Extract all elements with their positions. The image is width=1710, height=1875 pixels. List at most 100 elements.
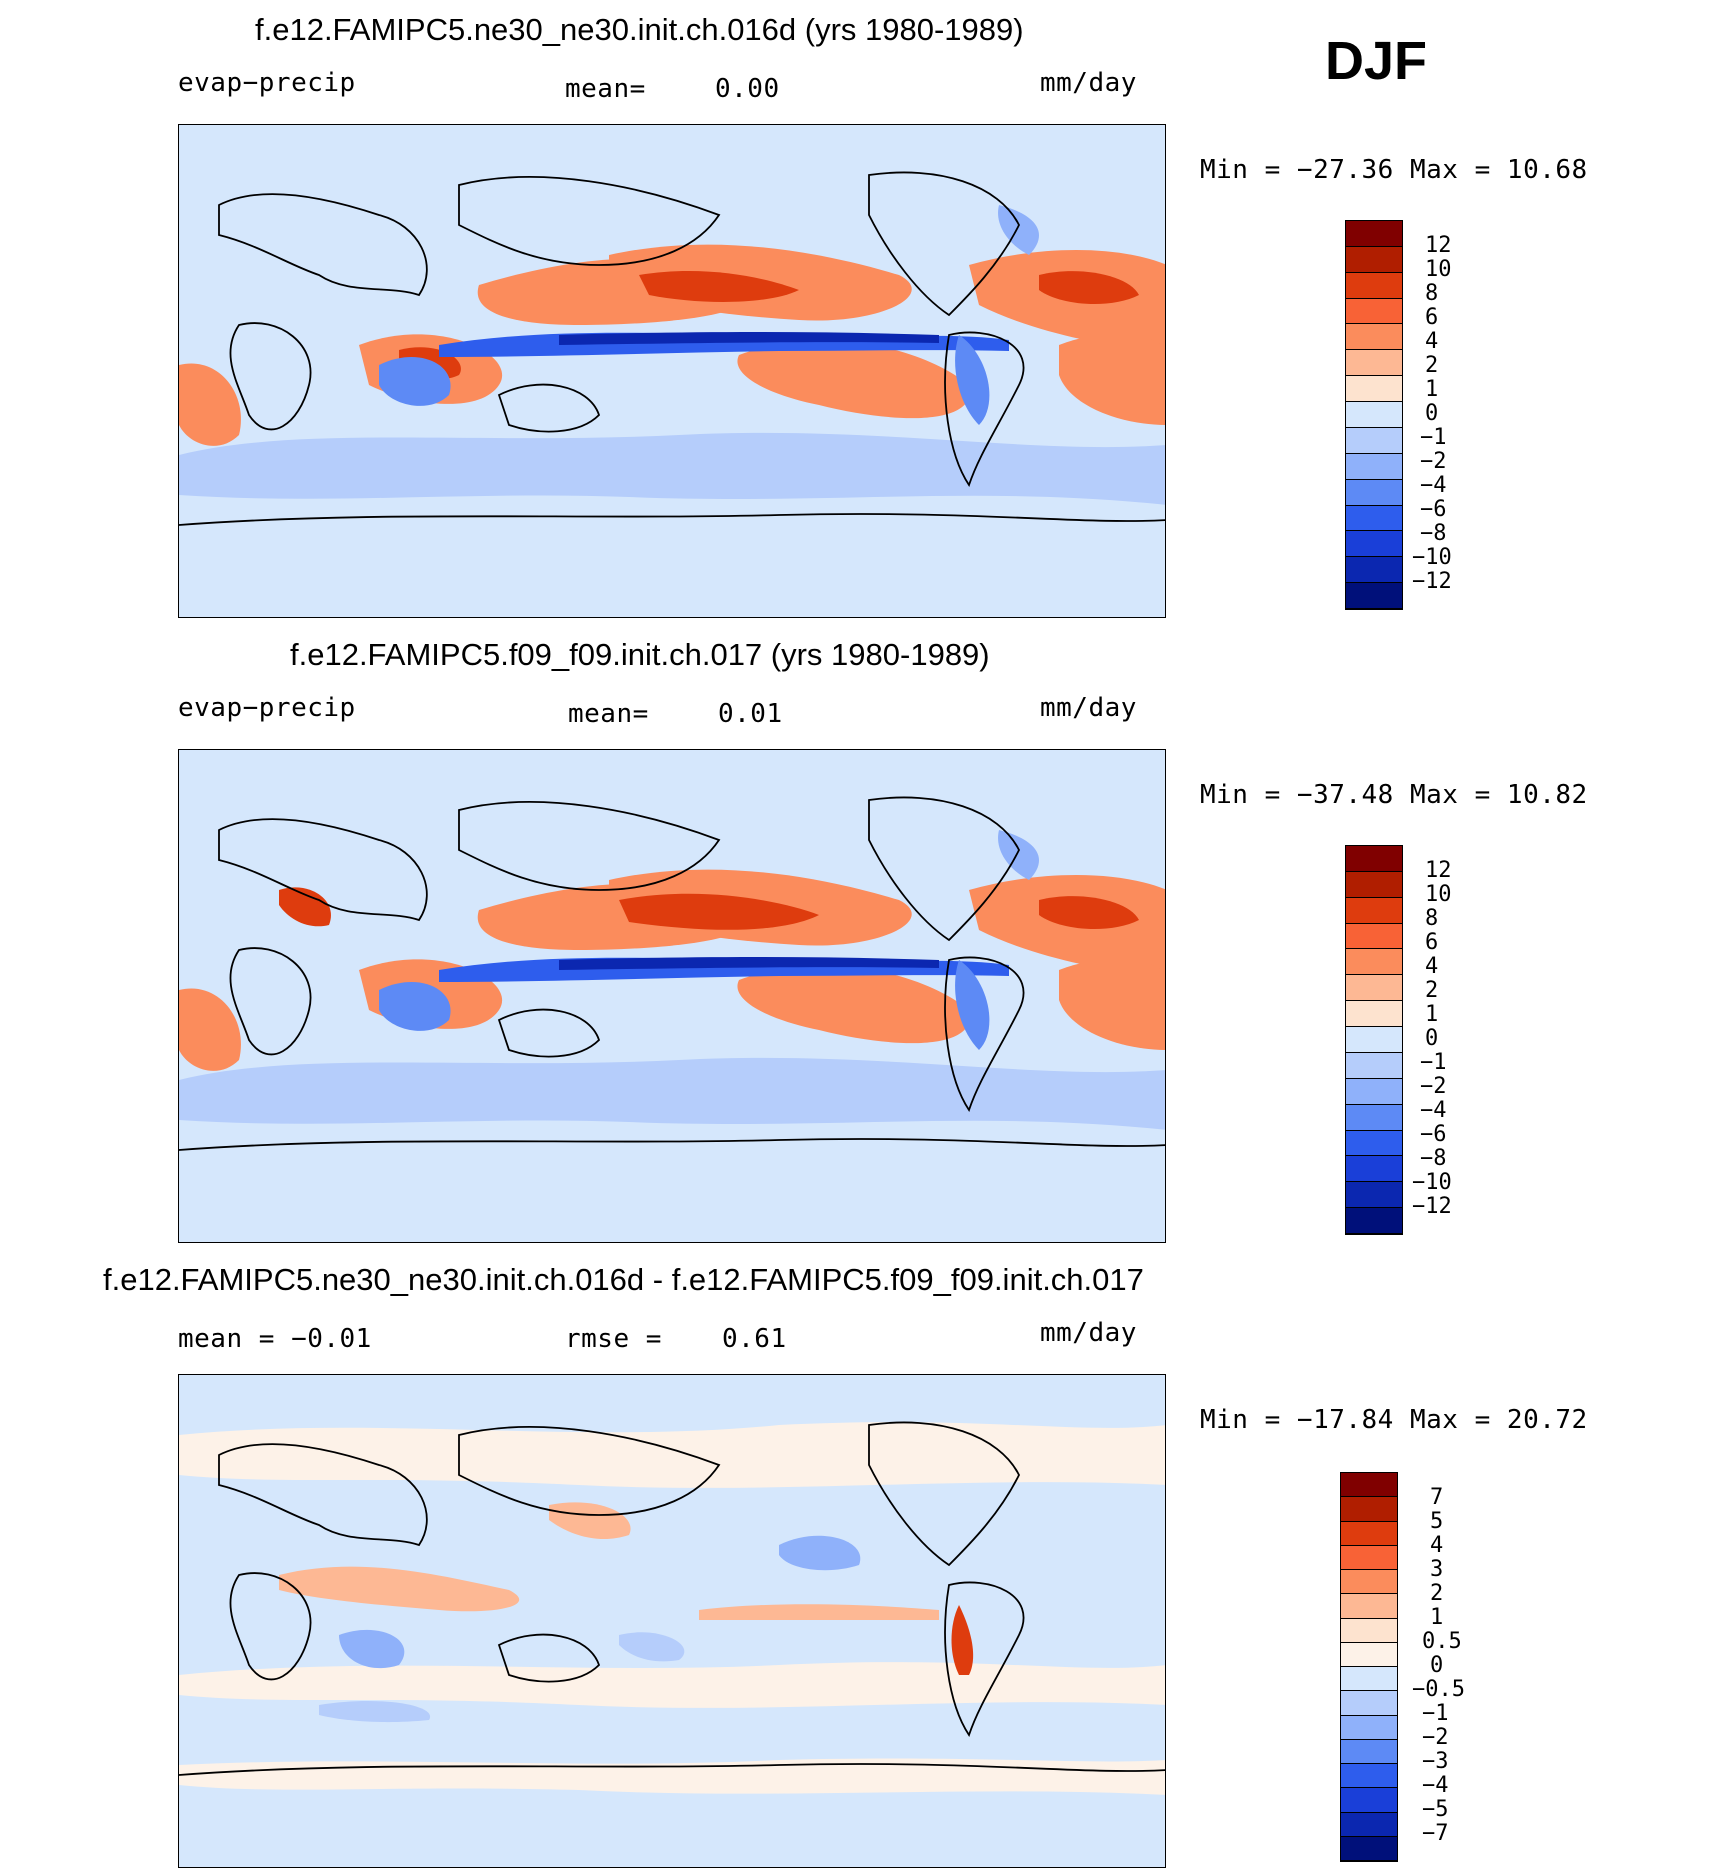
colorbar-tick: 1 (1425, 1002, 1439, 1027)
mean-value: 0.00 (715, 74, 780, 104)
colorbar-tick: 0.5 (1422, 1629, 1462, 1654)
colorbar-tick: −1 (1420, 1050, 1447, 1075)
colorbar-swatch (1346, 453, 1402, 480)
colorbar-swatch (1346, 1052, 1402, 1079)
colorbar-swatch (1346, 1156, 1402, 1183)
colorbar-tick: 6 (1425, 930, 1439, 955)
colorbar-tick: 2 (1430, 1581, 1444, 1606)
panel-title: f.e12.FAMIPC5.ne30_ne30.init.ch.016d - f… (103, 1262, 1144, 1297)
colorbar-swatch (1346, 1027, 1402, 1053)
colorbar-swatch (1346, 427, 1402, 454)
colorbar-swatch (1346, 583, 1402, 609)
colorbar-swatch (1346, 350, 1402, 377)
colorbar-swatch (1341, 1594, 1397, 1619)
colorbar-swatch (1346, 246, 1402, 273)
mean-label: mean = −0.01 (178, 1324, 372, 1354)
colorbar-boxes (1340, 1472, 1398, 1862)
colorbar-swatch (1346, 557, 1402, 584)
colorbar-swatch (1346, 1182, 1402, 1209)
panel-title: f.e12.FAMIPC5.ne30_ne30.init.ch.016d (yr… (255, 12, 1024, 47)
colorbar-swatch (1341, 1667, 1397, 1692)
colorbar-tick: 4 (1425, 954, 1439, 979)
colorbar-tick: 10 (1425, 257, 1452, 282)
colorbar-swatch (1346, 272, 1402, 299)
colorbar-swatch (1346, 221, 1402, 247)
colorbar-tick: −5 (1422, 1797, 1449, 1822)
field-map (178, 124, 1166, 618)
colorbar-swatch (1346, 1208, 1402, 1234)
colorbar-swatch (1341, 1691, 1397, 1716)
map-plot (179, 1375, 1165, 1867)
season-label: DJF (1325, 31, 1428, 91)
colorbar-swatch (1346, 949, 1402, 976)
colorbar-tick: −6 (1420, 497, 1447, 522)
colorbar-swatch (1346, 1130, 1402, 1157)
colorbar-tick: −1 (1422, 1701, 1449, 1726)
colorbar-swatch (1341, 1473, 1397, 1498)
colorbar-tick: 2 (1425, 978, 1439, 1003)
mean-label: mean= (565, 74, 646, 104)
variable-label: evap−precip (178, 693, 356, 723)
colorbar-tick: 1 (1425, 377, 1439, 402)
colorbar-tick: −4 (1422, 1773, 1449, 1798)
colorbar-swatch (1341, 1836, 1397, 1861)
colorbar-swatch (1341, 1570, 1397, 1595)
colorbar-swatch (1346, 1078, 1402, 1105)
colorbar-tick: 1 (1430, 1605, 1444, 1630)
colorbar-swatch (1346, 298, 1402, 325)
colorbar-tick: −4 (1420, 1098, 1447, 1123)
colorbar-swatch (1341, 1715, 1397, 1740)
colorbar-tick: 5 (1430, 1509, 1444, 1534)
colorbar-tick: −10 (1412, 1170, 1452, 1195)
colorbar-swatch (1346, 1104, 1402, 1131)
colorbar-tick: 8 (1425, 906, 1439, 931)
map-plot (179, 750, 1165, 1242)
rmse-label: rmse = (565, 1324, 662, 1354)
panel-model-a: f.e12.FAMIPC5.ne30_ne30.init.ch.016d (yr… (0, 0, 1710, 625)
colorbar-tick: −2 (1420, 449, 1447, 474)
colorbar-tick: −2 (1420, 1074, 1447, 1099)
colorbar-tick: −6 (1420, 1122, 1447, 1147)
colorbar-tick: −8 (1420, 521, 1447, 546)
colorbar-tick: −10 (1412, 545, 1452, 570)
colorbar-tick: 2 (1425, 353, 1439, 378)
colorbar-tick: −7 (1422, 1821, 1449, 1846)
units-label: mm/day (1040, 693, 1137, 723)
colorbar-swatch (1346, 1001, 1402, 1028)
min-max-label: Min = −17.84 Max = 20.72 (1200, 1405, 1588, 1435)
difference-map (178, 1374, 1166, 1868)
colorbar-boxes (1345, 845, 1403, 1235)
colorbar-tick: 4 (1425, 329, 1439, 354)
panel-difference: f.e12.FAMIPC5.ne30_ne30.init.ch.016d - f… (0, 1250, 1710, 1875)
colorbar-tick: −12 (1412, 1194, 1452, 1219)
colorbar-swatch (1346, 846, 1402, 872)
colorbar-swatch (1341, 1812, 1397, 1837)
colorbar-tick: −2 (1422, 1725, 1449, 1750)
colorbar-tick: −8 (1420, 1146, 1447, 1171)
colorbar-tick: 0 (1425, 1026, 1439, 1051)
rmse-value: 0.61 (722, 1324, 787, 1354)
colorbar-tick: 0 (1430, 1653, 1444, 1678)
colorbar-tick: 12 (1425, 858, 1452, 883)
colorbar-swatch (1346, 324, 1402, 351)
colorbar-tick: −12 (1412, 569, 1452, 594)
colorbar-tick: 10 (1425, 882, 1452, 907)
colorbar-tick: −3 (1422, 1749, 1449, 1774)
colorbar-swatch (1341, 1521, 1397, 1546)
colorbar-swatch (1346, 897, 1402, 924)
colorbar-tick: 7 (1430, 1485, 1444, 1510)
colorbar-tick: 6 (1425, 305, 1439, 330)
colorbar-swatch (1346, 505, 1402, 532)
colorbar-swatch (1341, 1545, 1397, 1570)
colorbar-swatch (1341, 1642, 1397, 1667)
colorbar-swatch (1346, 975, 1402, 1002)
panel-title: f.e12.FAMIPC5.f09_f09.init.ch.017 (yrs 1… (290, 637, 990, 672)
colorbar-swatch (1341, 1739, 1397, 1764)
colorbar-swatch (1341, 1618, 1397, 1643)
colorbar-swatch (1346, 531, 1402, 558)
mean-value: 0.01 (718, 699, 783, 729)
colorbar-tick: −4 (1420, 473, 1447, 498)
colorbar-tick: 12 (1425, 233, 1452, 258)
colorbar-swatch (1346, 871, 1402, 898)
colorbar-boxes (1345, 220, 1403, 610)
